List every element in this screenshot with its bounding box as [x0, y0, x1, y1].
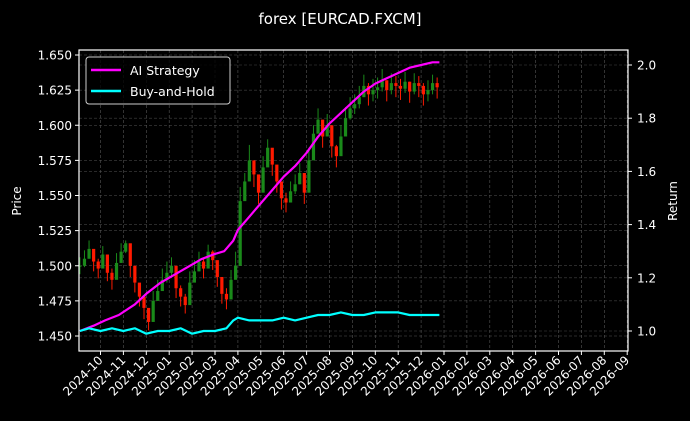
- return-lines: [79, 61, 440, 335]
- y-axis-label-left: Price: [10, 186, 24, 215]
- legend-label-buy-and-hold: Buy-and-Hold: [130, 84, 215, 99]
- y-right-tick-label: 2.0: [637, 59, 656, 73]
- y-right-tick-label: 1.2: [637, 271, 656, 285]
- y-tick-label: 1.450: [38, 330, 72, 344]
- y-tick-label: 1.600: [38, 119, 72, 133]
- y-axis-left: 1.450 1.475 1.500 1.525 1.550 1.575 1.600 1.625…: [38, 49, 79, 344]
- y-tick-label: 1.475: [38, 294, 72, 308]
- price-candles: [78, 69, 439, 331]
- axes-frame: [78, 49, 629, 352]
- legend: AI Strategy Buy-and-Hold: [85, 56, 231, 105]
- y-right-tick-label: 1.4: [637, 218, 656, 232]
- y-tick-label: 1.575: [38, 154, 72, 168]
- y-right-tick-label: 1.8: [637, 112, 656, 126]
- y-axis-label-right: Return: [666, 181, 680, 221]
- y-tick-label: 1.625: [38, 84, 72, 98]
- y-right-tick-label: 1.6: [637, 165, 656, 179]
- y-axis-right: 1.0 1.2 1.4 1.6 1.8 2.0: [628, 59, 656, 339]
- y-right-tick-label: 1.0: [637, 325, 656, 339]
- chart-title: forex [EURCAD.FXCM]: [258, 10, 421, 28]
- y-tick-label: 1.650: [38, 49, 72, 63]
- legend-label-ai-strategy: AI Strategy: [130, 63, 200, 78]
- y-tick-label: 1.500: [38, 259, 72, 273]
- legend-box: [85, 56, 231, 105]
- y-tick-label: 1.525: [38, 224, 72, 238]
- y-tick-label: 1.550: [38, 189, 72, 203]
